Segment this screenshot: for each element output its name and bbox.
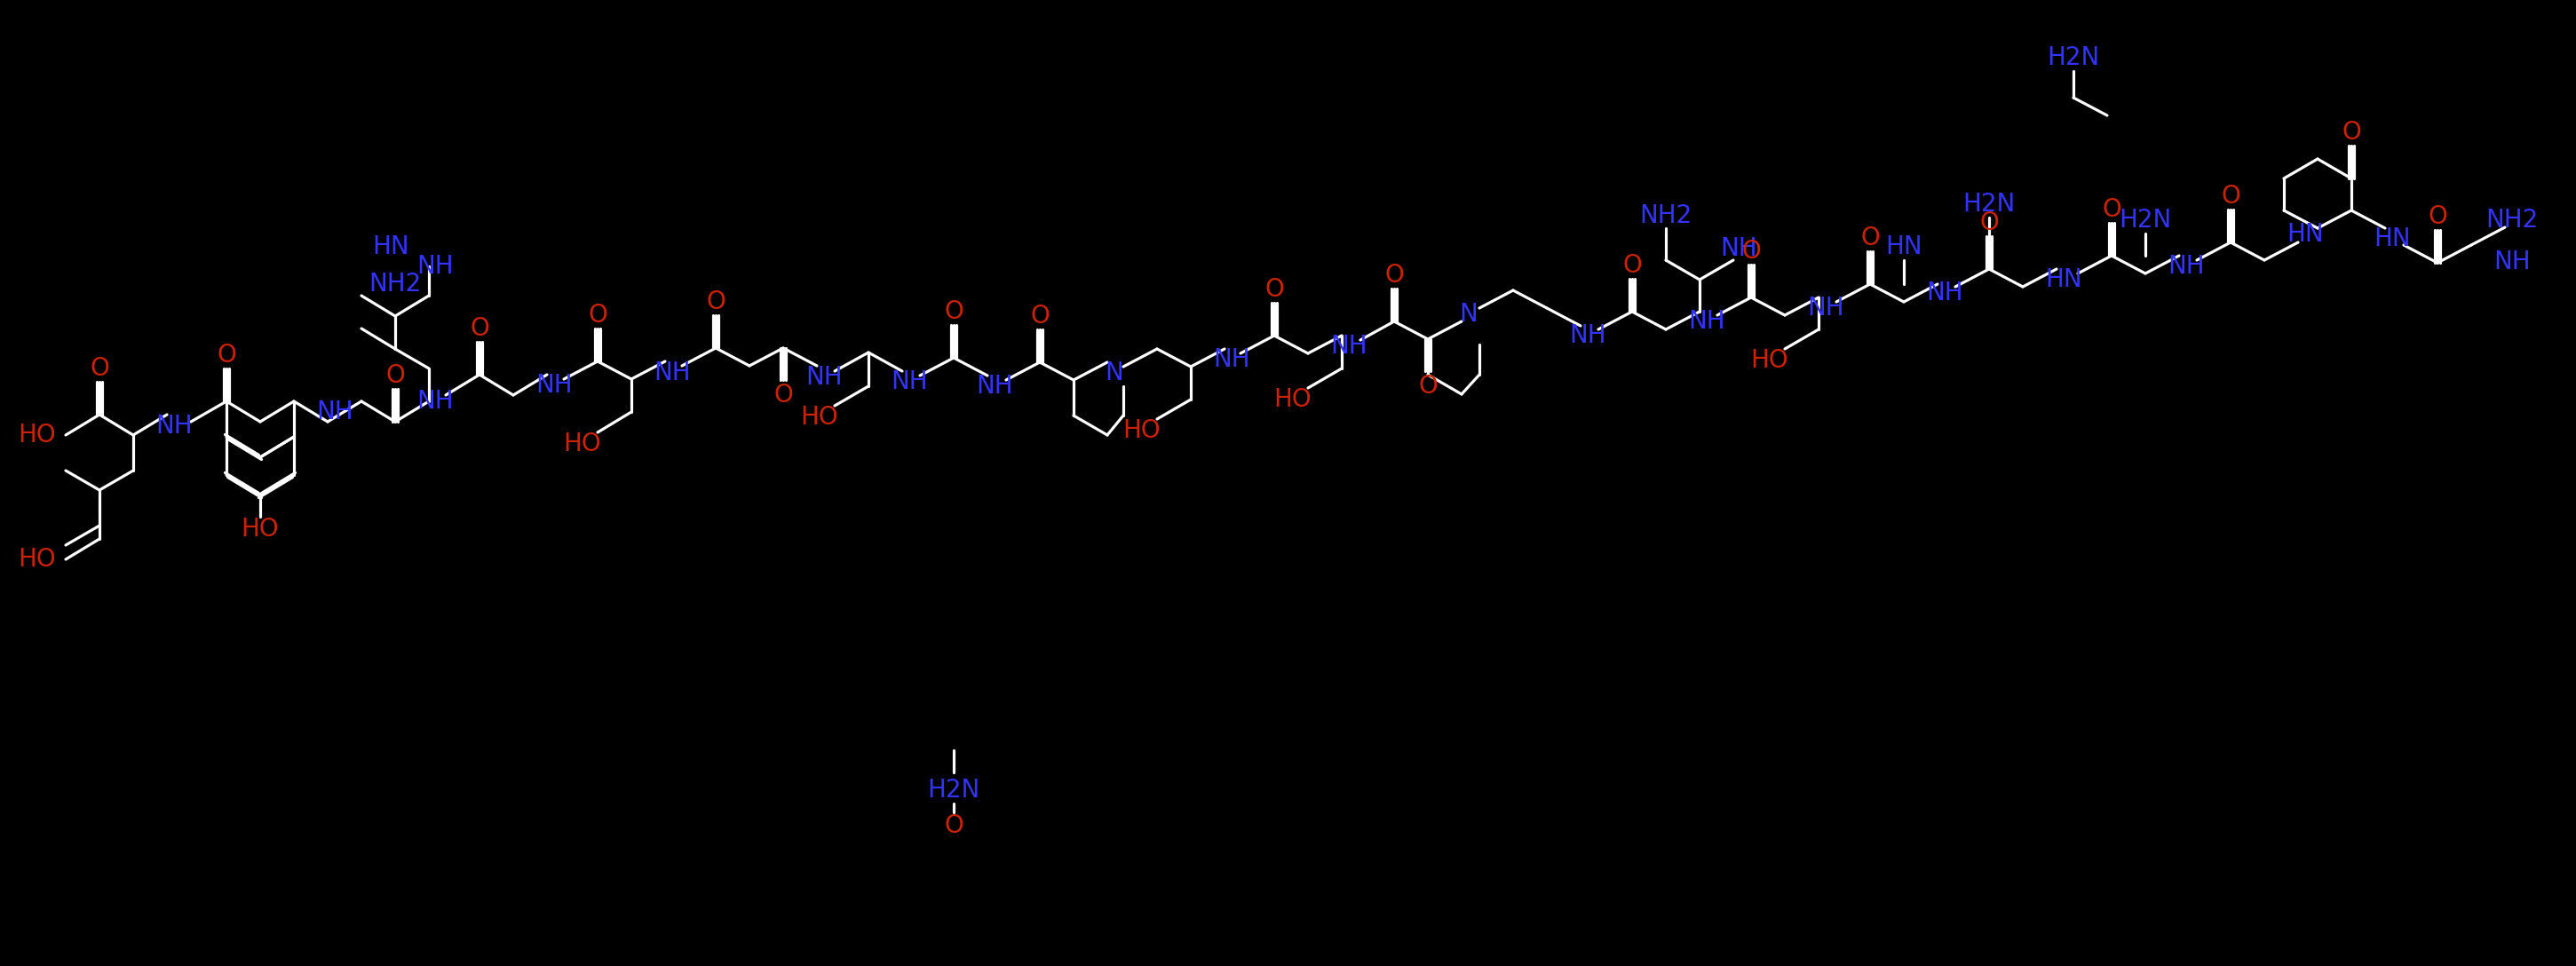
Text: NH2: NH2 <box>1638 203 1692 228</box>
Text: O: O <box>1860 225 1880 250</box>
Text: H2N: H2N <box>1963 192 2014 216</box>
Text: HO: HO <box>242 517 278 542</box>
Text: O: O <box>2427 204 2447 229</box>
Text: NH: NH <box>317 400 353 424</box>
Text: O: O <box>1383 263 1404 288</box>
Text: NH: NH <box>1213 347 1249 372</box>
Text: HN: HN <box>2372 226 2411 251</box>
Text: HO: HO <box>1275 387 1311 412</box>
Text: NH2: NH2 <box>368 271 422 297</box>
Text: O: O <box>943 813 963 838</box>
Text: H2N: H2N <box>2120 208 2172 233</box>
Text: O: O <box>469 316 489 341</box>
Text: NH: NH <box>891 369 927 394</box>
Text: HO: HO <box>1752 348 1788 373</box>
Text: NH: NH <box>2166 254 2205 279</box>
Text: O: O <box>1623 253 1641 278</box>
Text: O: O <box>386 363 404 388</box>
Text: HN: HN <box>1886 235 1922 259</box>
Text: O: O <box>1419 374 1437 399</box>
Text: NH: NH <box>1329 334 1368 358</box>
Text: NH: NH <box>2494 249 2530 274</box>
Text: O: O <box>1265 277 1283 301</box>
Text: O: O <box>1741 239 1762 264</box>
Text: HO: HO <box>1123 418 1162 443</box>
Text: NH: NH <box>417 389 453 413</box>
Text: HO: HO <box>564 432 600 456</box>
Text: H2N: H2N <box>2048 45 2099 71</box>
Text: O: O <box>90 356 108 381</box>
Text: N: N <box>1105 360 1123 385</box>
Text: O: O <box>1978 211 1999 236</box>
Text: O: O <box>2102 197 2120 222</box>
Text: NH: NH <box>654 360 690 385</box>
Text: O: O <box>773 383 793 408</box>
Text: NH: NH <box>155 413 193 439</box>
Text: NH: NH <box>1569 324 1607 348</box>
Text: O: O <box>2221 184 2241 209</box>
Text: H2N: H2N <box>927 778 979 803</box>
Text: O: O <box>216 343 237 368</box>
Text: NH: NH <box>1808 296 1844 321</box>
Text: NH: NH <box>1721 236 1757 261</box>
Text: HN: HN <box>2045 268 2081 292</box>
Text: NH: NH <box>536 373 572 398</box>
Text: HN: HN <box>2287 222 2324 247</box>
Text: HO: HO <box>18 547 57 572</box>
Text: NH: NH <box>1927 280 1963 305</box>
Text: HO: HO <box>18 423 57 447</box>
Text: NH2: NH2 <box>2486 208 2537 233</box>
Text: NH: NH <box>417 254 453 279</box>
Text: NH: NH <box>976 374 1012 399</box>
Text: O: O <box>1030 303 1048 328</box>
Text: O: O <box>943 299 963 324</box>
Text: NH: NH <box>806 365 842 389</box>
Text: O: O <box>587 302 608 327</box>
Text: O: O <box>2342 120 2362 145</box>
Text: NH: NH <box>1687 309 1726 334</box>
Text: O: O <box>706 290 726 314</box>
Text: N: N <box>1461 301 1479 327</box>
Text: HO: HO <box>801 405 840 430</box>
Text: HN: HN <box>371 235 410 259</box>
